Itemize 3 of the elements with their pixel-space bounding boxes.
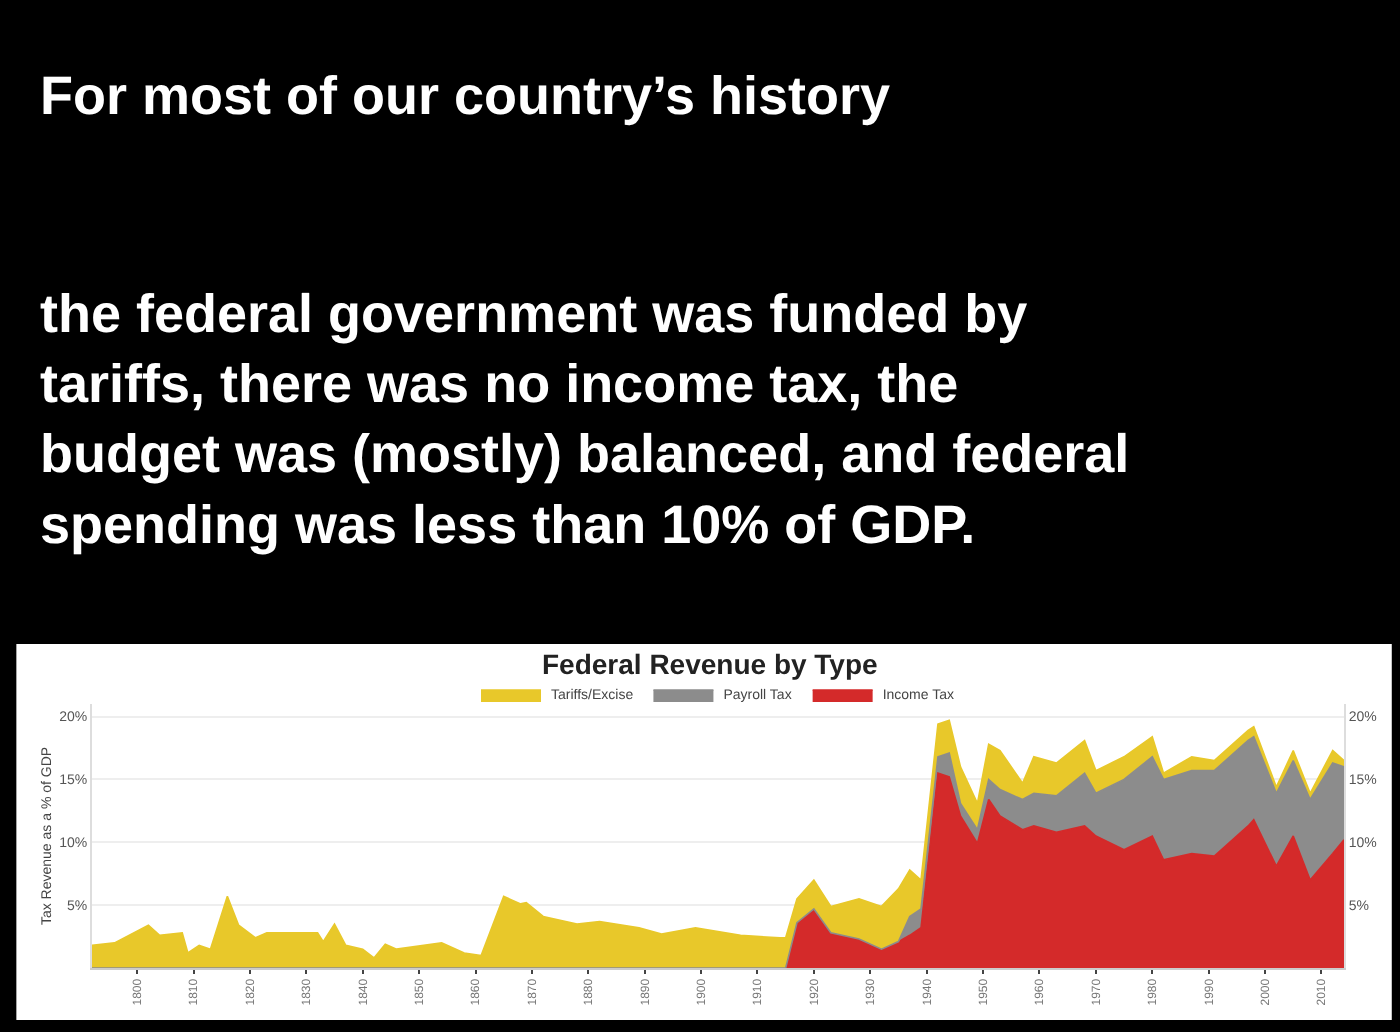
text: For most of our country’s history <box>40 66 891 126</box>
text: the federal government was funded by tariffs, there was no income tax, the budget was (mostly) balanced, and federal spending was less than 10% of GDP. <box>40 284 1130 555</box>
chart-title: Federal Revenue by Type <box>542 648 879 680</box>
